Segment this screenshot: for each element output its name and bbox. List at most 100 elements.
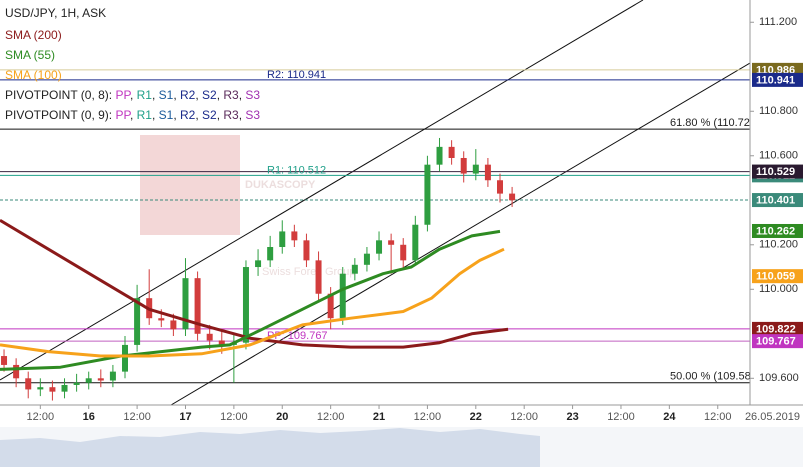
y-tick-label: 110.200: [759, 239, 798, 251]
x-tick-label: 17: [179, 411, 191, 423]
candle-body: [388, 240, 395, 245]
x-tick-label: 12:00: [607, 411, 635, 423]
y-tick-label: 110.600: [759, 150, 798, 162]
pivot-legend-part: S2: [202, 108, 217, 122]
y-tick-label: 110.000: [759, 283, 798, 295]
price-box: [752, 72, 803, 87]
x-tick-label: 12:00: [123, 411, 151, 423]
pivot-legend-part: S1: [159, 88, 174, 102]
candle-body: [194, 278, 201, 334]
price-box-label: 110.401: [756, 194, 795, 206]
candle-body: [291, 231, 298, 241]
candle-body: [339, 273, 346, 319]
y-tick-label: 109.600: [759, 372, 799, 384]
pivot-legend-part: ,: [173, 108, 180, 122]
pivot-legend-part: ,: [173, 88, 180, 102]
fib-label: 61.80 % (110.72): [670, 117, 754, 129]
candle-body: [327, 293, 334, 319]
candle-body: [85, 378, 92, 383]
candle-body: [97, 378, 104, 381]
pivot-legend-part: PIVOTPOINT (0, 8):: [5, 88, 115, 102]
pivot-legend: PIVOTPOINT (0, 8): PP, R1, S1, R2, S2, R…: [5, 88, 260, 102]
price-axis: 109.600 110.000 110.200 110.600 110.800 111.2…: [0, 0, 803, 423]
pivot-label: R1: 110.512: [267, 164, 326, 176]
x-tick-label: 12:00: [510, 411, 538, 423]
watermark-text: DUKASCOPY: [245, 179, 316, 191]
pivot-legend-part: ,: [152, 88, 159, 102]
pivot-legend-part: R2: [180, 108, 196, 122]
candle-body: [400, 244, 407, 261]
pivot-legend-part: S3: [245, 108, 260, 122]
candle-body: [267, 247, 274, 261]
price-box-label: 110.529: [756, 166, 795, 178]
candle-body: [424, 164, 431, 225]
x-tick-label: 12:00: [704, 411, 732, 423]
pivot-legend-part: R3: [223, 88, 239, 102]
candle-body: [37, 387, 44, 390]
x-tick-label: 12:00: [220, 411, 248, 423]
x-tick-label: 21: [373, 411, 385, 423]
pivot-legend-part: ,: [152, 108, 159, 122]
fib-label: 50.00 % (109.58): [670, 371, 754, 383]
x-tick-label: 20: [276, 411, 288, 423]
sma-line: [0, 247, 505, 358]
candle-body: [25, 378, 32, 390]
price-box-label: 110.059: [756, 271, 795, 283]
candle-body: [1, 356, 8, 365]
pivot-legend-part: ,: [195, 88, 202, 102]
watermark-logo: [140, 135, 240, 235]
price-box-label: 110.941: [756, 74, 795, 86]
candle-body: [484, 164, 491, 181]
pivot-legend-part: R2: [180, 88, 196, 102]
candle-body: [472, 164, 479, 174]
candle-body: [122, 344, 128, 372]
candle-body: [255, 260, 262, 268]
candle-body: [49, 387, 56, 392]
candle-body: [460, 157, 467, 174]
candle-body: [73, 382, 80, 385]
pivot-legend-part: S2: [202, 88, 217, 102]
pivot-legend-part: ,: [130, 108, 137, 122]
price-box: [752, 164, 803, 179]
x-tick-label: 24: [663, 411, 676, 423]
pivot-legend-part: R1: [137, 88, 153, 102]
candle-body: [363, 253, 370, 265]
candle-body: [497, 180, 503, 194]
candle-body: [279, 231, 286, 248]
price-box: [752, 193, 803, 208]
pivot-legend-part: ,: [195, 108, 202, 122]
price-box-label: 110.262: [756, 225, 795, 237]
candle-body: [242, 267, 249, 343]
x-tick-label: 12:00: [414, 411, 442, 423]
price-box: [752, 223, 803, 238]
pivot-legend-part: S3: [245, 88, 260, 102]
channel-line: [170, 62, 750, 405]
candle-body: [182, 278, 189, 330]
sma-line: [0, 219, 509, 349]
candle-body: [509, 193, 516, 201]
plot: 61.80 % (110.72) 50.00 % (109.58) R2: 110.…: [0, 0, 754, 405]
chart-title: USD/JPY, 1H, ASK: [5, 6, 106, 20]
price-box-label: 109.767: [756, 336, 796, 348]
price-box: [752, 334, 803, 349]
pivot-legend-part: ,: [239, 88, 246, 102]
legend-entry: SMA (100): [5, 68, 62, 82]
channel-line: [0, 0, 644, 381]
navigator-area: [0, 428, 540, 467]
x-tick-label: 16: [83, 411, 95, 423]
pivot-legend-part: ,: [217, 88, 224, 102]
candle-body: [158, 318, 165, 321]
candle-body: [109, 371, 116, 381]
price-box-label: 109.822: [756, 323, 796, 335]
candle-body: [351, 264, 358, 274]
price-box: [752, 269, 803, 284]
candle-body: [134, 298, 141, 345]
pivot-legend-part: R3: [223, 108, 239, 122]
pivot-legend-part: ,: [130, 88, 137, 102]
date-label: 26.05.2019: [745, 411, 800, 423]
pivot-legend-part: PIVOTPOINT (0, 9):: [5, 108, 115, 122]
candle-body: [206, 333, 213, 341]
candle-body: [303, 240, 310, 261]
